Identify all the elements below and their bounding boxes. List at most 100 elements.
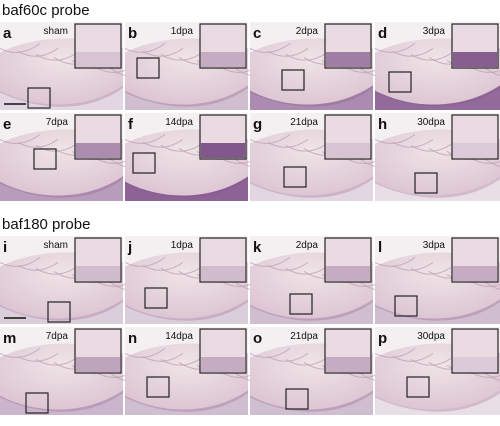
inset-stain: [76, 357, 120, 372]
stain: [250, 85, 373, 110]
region-box: [136, 57, 160, 79]
inset-stain: [201, 266, 245, 281]
panel-label: 21dpa: [290, 117, 318, 128]
panel-label: 30dpa: [417, 117, 445, 128]
panel-label: 3dpa: [423, 240, 446, 251]
tissue-fiber: [142, 138, 184, 148]
stain: [125, 390, 248, 415]
stain: [125, 85, 248, 110]
tissue-fiber: [160, 143, 202, 152]
inset: [324, 328, 372, 374]
panel-label: 1dpa: [171, 240, 194, 251]
tissue-fiber: [267, 138, 309, 148]
panel-letter: h: [378, 116, 387, 133]
inset-stain: [326, 266, 370, 281]
panel: c 2dpa: [249, 22, 399, 110]
inset-stain: [453, 357, 497, 372]
tissue-fiber: [410, 266, 452, 275]
panel: e 7dpa: [0, 113, 149, 201]
inset-stain: [201, 357, 245, 372]
region-box: [47, 301, 71, 323]
tissue-fiber: [17, 47, 59, 57]
inset-stain: [453, 52, 497, 67]
stain: [125, 176, 248, 201]
panel-letter: n: [128, 330, 137, 347]
tissue-fiber: [410, 143, 452, 152]
inset: [451, 237, 499, 283]
panel: f 14dpa: [124, 113, 274, 201]
panel-label: 1dpa: [171, 26, 194, 37]
stain: [250, 176, 373, 201]
tissue-fiber: [142, 261, 184, 271]
panel: p 30dpa: [374, 327, 500, 415]
panel-letter: g: [253, 116, 262, 133]
panel-letter: c: [253, 25, 261, 42]
tissue-fiber: [17, 261, 59, 271]
panel-label: 2dpa: [296, 240, 319, 251]
panel-letter: i: [3, 239, 7, 256]
panel: n 14dpa: [124, 327, 274, 415]
region-box: [146, 376, 170, 398]
inset-stain: [326, 52, 370, 67]
inset-stain: [201, 52, 245, 67]
panel-label: 7dpa: [46, 331, 69, 342]
tissue-fiber: [17, 352, 59, 362]
inset: [74, 328, 122, 374]
panel: h 30dpa: [374, 113, 500, 201]
tissue-fiber: [35, 52, 77, 61]
tissue-fiber: [17, 138, 59, 148]
tissue-fiber: [392, 352, 434, 362]
panel-label: 14dpa: [165, 331, 193, 342]
tissue-fiber: [160, 357, 202, 366]
stain: [375, 299, 500, 324]
panel: l 3dpa: [374, 236, 500, 324]
inset-stain: [453, 143, 497, 158]
tissue-fiber: [392, 47, 434, 57]
panel: o 21dpa: [249, 327, 399, 415]
tissue-fiber: [482, 371, 500, 381]
panel: i sham: [0, 236, 149, 324]
stain: [250, 299, 373, 324]
tissue-fiber: [285, 266, 327, 275]
tissue-fiber: [392, 261, 434, 271]
tissue-fiber: [267, 47, 309, 57]
panel: g 21dpa: [249, 113, 399, 201]
tissue-fiber: [482, 66, 500, 76]
panel-letter: l: [378, 239, 382, 256]
tissue-fiber: [285, 52, 327, 61]
tissue-fiber: [267, 261, 309, 271]
panel-letter: a: [3, 25, 12, 42]
tissue-fiber: [160, 266, 202, 275]
inset: [74, 23, 122, 69]
region-box: [33, 148, 57, 170]
panel: m 7dpa: [0, 327, 149, 415]
stain: [375, 390, 500, 415]
panel-label: 7dpa: [46, 117, 69, 128]
tissue-fiber: [410, 357, 452, 366]
region-box: [25, 392, 49, 414]
stain: [0, 390, 123, 415]
tissue-fiber: [35, 357, 77, 366]
tissue-fiber: [285, 357, 327, 366]
tissue-fiber: [392, 138, 434, 148]
panel-letter: e: [3, 116, 11, 133]
stain: [375, 85, 500, 110]
region-box: [144, 287, 168, 309]
panel-label: 3dpa: [423, 26, 446, 37]
region-box: [388, 71, 412, 93]
region-box: [132, 152, 156, 174]
panel-letter: k: [253, 239, 262, 256]
inset-stain: [201, 143, 245, 158]
region-box: [281, 69, 305, 91]
panel-letter: o: [253, 330, 262, 347]
stain: [0, 85, 123, 110]
section-title: baf60c probe: [2, 2, 90, 19]
inset: [199, 237, 247, 283]
panel: d 3dpa: [374, 22, 500, 110]
panel-letter: j: [127, 239, 132, 256]
stain: [0, 299, 123, 324]
stain: [375, 176, 500, 201]
inset: [324, 114, 372, 160]
panel: k 2dpa: [249, 236, 399, 324]
